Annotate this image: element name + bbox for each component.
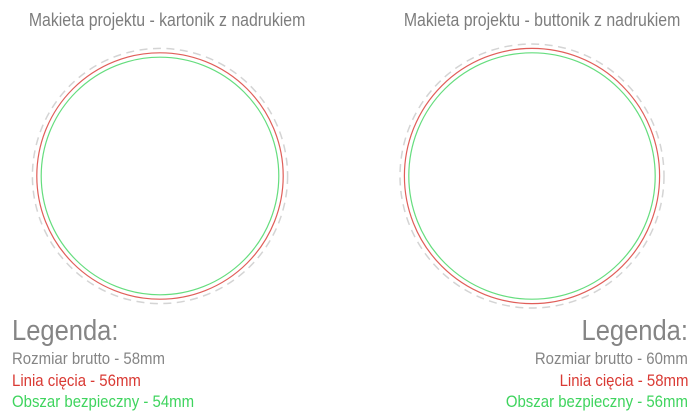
safe-area-circle xyxy=(408,52,656,300)
circle-diagram-kartonik xyxy=(31,47,289,305)
panel-title-buttonik-text: Makieta projektu - buttonik z nadrukiem xyxy=(403,10,681,30)
panel-title-buttonik: Makieta projektu - buttonik z nadrukiem xyxy=(385,9,695,31)
legend-row-gross: Rozmiar brutto - 60mm xyxy=(535,349,688,368)
legend-row-safe: Obszar bezpieczny - 56mm xyxy=(505,392,688,411)
panel-title-kartonik: Makieta projektu - kartonik z nadrukiem xyxy=(10,9,320,31)
gross-size-dashed-circle xyxy=(31,47,289,305)
legend-kartonik: Legenda: Rozmiar brutto - 58mm Linia cię… xyxy=(12,314,219,413)
legend-row-safe: Obszar bezpieczny - 54mm xyxy=(12,392,195,411)
cut-line-circle xyxy=(36,52,284,300)
circle-diagram-buttonik xyxy=(399,43,665,309)
legend-buttonik: Legenda: Rozmiar brutto - 60mm Linia cię… xyxy=(481,314,688,413)
legend-row-cut: Linia cięcia - 56mm xyxy=(12,370,141,390)
gross-size-dashed-circle xyxy=(399,43,665,309)
legend-row-gross: Rozmiar brutto - 58mm xyxy=(12,349,165,368)
legend-heading: Legenda: xyxy=(12,315,119,347)
cut-line-circle xyxy=(403,47,661,305)
safe-area-circle xyxy=(40,56,280,296)
legend-row-cut: Linia cięcia - 58mm xyxy=(559,370,688,390)
panel-title-kartonik-text: Makieta projektu - kartonik z nadrukiem xyxy=(28,10,306,30)
legend-heading: Legenda: xyxy=(581,315,688,347)
